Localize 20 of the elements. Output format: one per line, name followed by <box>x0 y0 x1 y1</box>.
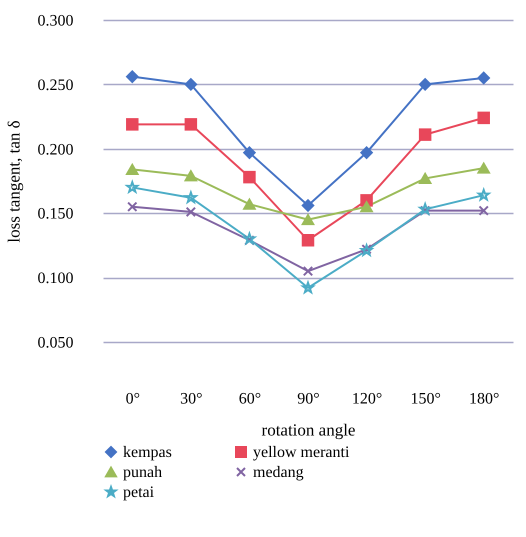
legend-label: yellow meranti <box>253 444 350 461</box>
x-axis-title: rotation angle <box>262 420 356 440</box>
y-tick-label: 0.200 <box>38 141 74 158</box>
x-tick-label: 0° <box>126 390 140 408</box>
y-tick-label: 0.300 <box>38 12 74 30</box>
y-tick-label: 0.250 <box>38 76 74 94</box>
y-axis-title: loss tangent, tan δ <box>4 120 24 243</box>
x-tick-label: 150° <box>410 390 441 408</box>
legend-label: medang <box>253 464 304 481</box>
y-tick-label: 0.150 <box>38 206 74 223</box>
legend-label: kempas <box>123 444 172 461</box>
y-tick-label: 0.100 <box>38 270 74 288</box>
x-tick-label: 180° <box>469 390 500 408</box>
x-tick-label: 90° <box>297 390 320 408</box>
legend-label: petai <box>123 484 155 501</box>
y-tick-label: 0.050 <box>38 334 74 352</box>
legend-label: punah <box>123 464 162 481</box>
x-tick-label: 60° <box>238 390 262 408</box>
x-tick-label: 30° <box>180 390 203 408</box>
x-tick-label: 120° <box>352 390 382 408</box>
